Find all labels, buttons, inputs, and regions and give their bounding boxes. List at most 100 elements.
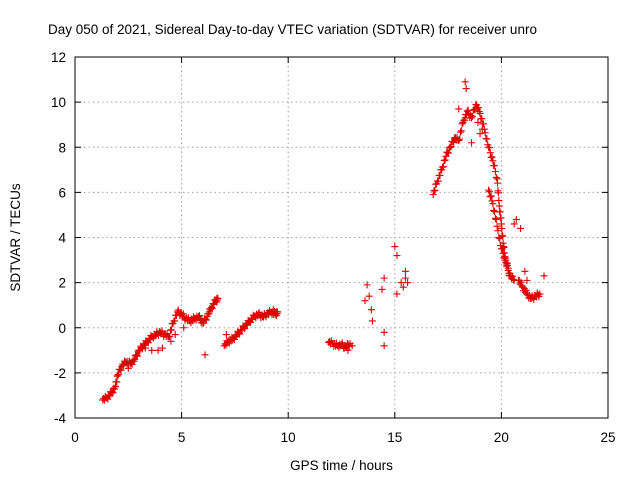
data-point xyxy=(498,224,506,232)
data-point xyxy=(380,274,388,282)
x-tick-label: 5 xyxy=(178,430,186,445)
data-point xyxy=(434,177,442,185)
data-point xyxy=(399,283,407,291)
data-point xyxy=(447,143,455,151)
data-point xyxy=(512,215,520,223)
data-point xyxy=(110,384,118,392)
data-point xyxy=(441,156,449,164)
data-point xyxy=(487,154,495,162)
data-point xyxy=(519,283,527,291)
y-tick-label: -2 xyxy=(54,366,66,381)
y-tick-label: -4 xyxy=(54,411,66,426)
data-point xyxy=(144,339,152,347)
data-point xyxy=(106,392,114,400)
data-point xyxy=(380,328,388,336)
x-tick-label: 25 xyxy=(600,430,615,445)
data-point xyxy=(455,105,463,113)
data-points xyxy=(99,78,548,404)
data-point xyxy=(458,120,466,128)
data-point xyxy=(361,297,369,305)
data-point xyxy=(109,389,117,397)
data-point xyxy=(503,259,511,267)
data-point xyxy=(495,234,503,241)
data-point xyxy=(476,109,484,117)
x-tick-label: 15 xyxy=(387,430,402,445)
data-point xyxy=(104,395,112,403)
data-point xyxy=(431,186,439,194)
data-point xyxy=(494,189,502,197)
y-tick-label: 10 xyxy=(51,95,66,110)
data-point xyxy=(340,344,348,352)
data-point xyxy=(457,127,465,135)
data-point xyxy=(517,224,525,232)
data-point xyxy=(241,325,249,333)
data-point xyxy=(488,153,496,161)
data-point xyxy=(461,114,469,122)
y-tick-label: 6 xyxy=(58,185,66,200)
data-point xyxy=(445,149,453,157)
data-point xyxy=(117,366,125,374)
data-point xyxy=(401,274,409,282)
data-point xyxy=(446,143,454,151)
data-point xyxy=(269,306,277,314)
data-point xyxy=(479,120,487,128)
y-tick-label: 2 xyxy=(58,276,66,291)
data-point xyxy=(363,281,371,289)
data-point xyxy=(486,193,494,201)
data-point xyxy=(393,252,401,260)
grid-lines xyxy=(75,57,608,418)
data-point xyxy=(167,326,175,334)
x-tick-label: 0 xyxy=(71,430,79,445)
data-point xyxy=(171,317,179,325)
data-point xyxy=(491,208,499,216)
data-point xyxy=(522,286,530,294)
data-point xyxy=(509,275,517,283)
data-point xyxy=(365,292,373,300)
data-point xyxy=(456,128,464,136)
data-point xyxy=(474,118,482,126)
data-point xyxy=(478,115,486,123)
data-point xyxy=(515,277,523,285)
data-point xyxy=(455,136,463,144)
data-point xyxy=(114,370,122,378)
y-tick-label: 0 xyxy=(58,321,66,336)
data-point xyxy=(128,360,136,368)
data-point xyxy=(180,324,188,332)
data-point xyxy=(439,163,447,171)
data-point xyxy=(494,227,502,235)
data-point xyxy=(485,186,493,194)
data-point xyxy=(138,345,146,353)
data-point xyxy=(489,200,497,208)
data-point xyxy=(492,215,500,223)
data-point xyxy=(494,179,502,187)
data-point xyxy=(166,332,174,340)
x-axis-label: GPS time / hours xyxy=(290,458,393,473)
data-point xyxy=(493,222,501,230)
data-point xyxy=(490,206,498,214)
data-point xyxy=(517,278,525,286)
data-point xyxy=(485,144,493,152)
data-point xyxy=(456,135,464,143)
data-point xyxy=(487,192,495,200)
data-point xyxy=(205,308,213,316)
data-point xyxy=(393,290,401,298)
y-axis-label: SDTVAR / TECUs xyxy=(8,183,23,292)
data-point xyxy=(201,351,209,359)
data-point xyxy=(510,220,518,228)
data-point xyxy=(497,241,505,249)
data-point xyxy=(462,85,470,93)
data-point xyxy=(222,331,230,339)
data-point xyxy=(468,139,476,147)
data-point xyxy=(503,260,511,268)
data-point xyxy=(429,191,437,199)
data-point xyxy=(367,306,375,314)
data-point xyxy=(167,337,175,345)
data-point xyxy=(202,316,210,324)
data-point xyxy=(523,276,531,284)
data-point xyxy=(401,267,409,275)
y-tick-label: 8 xyxy=(58,140,66,155)
x-tick-label: 20 xyxy=(494,430,509,445)
data-point xyxy=(158,344,166,352)
axis-ticks: 0 5 10 15 20 25 -4 -2 0 2 4 6 8 10 12 xyxy=(51,50,616,445)
data-point xyxy=(481,129,489,137)
